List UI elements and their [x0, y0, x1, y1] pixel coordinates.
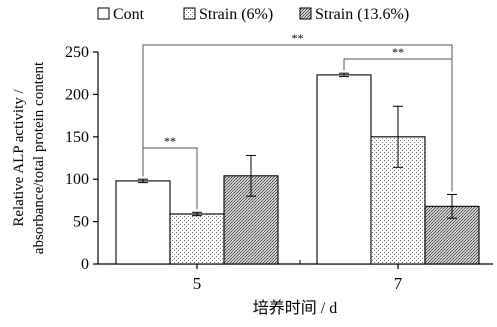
- x-tick-label: 5: [193, 274, 202, 293]
- x-tick-label: 7: [394, 274, 403, 293]
- y-tick-label: 100: [65, 171, 89, 188]
- significance-label: **: [392, 45, 404, 59]
- bar-cont-day7: [316, 74, 372, 265]
- significance-label: **: [164, 134, 176, 148]
- significance-label: **: [292, 31, 304, 45]
- y-tick-label: 50: [73, 214, 89, 231]
- significance-bracket: [343, 58, 453, 192]
- legend-swatch: [97, 7, 110, 20]
- y-tick-label: 0: [81, 256, 89, 273]
- bar-cont-day5: [115, 180, 171, 265]
- x-axis-label: 培养时间 / d: [253, 299, 337, 317]
- legend-swatch: [183, 7, 196, 20]
- bar-strain-6-day5: [169, 213, 225, 265]
- y-tick-label: 150: [65, 129, 89, 146]
- y-axis-label: Relative ALP activity /: [11, 89, 27, 227]
- legend-label: Strain (13.6%): [315, 6, 409, 23]
- significance-bracket: [142, 147, 198, 210]
- legend-swatch: [299, 7, 312, 20]
- y-axis-label: absorbance/total protein content: [31, 61, 47, 254]
- legend-label: Strain (6%): [199, 6, 273, 23]
- y-tick-label: 250: [65, 44, 89, 61]
- y-tick-label: 200: [65, 86, 89, 103]
- legend-label: Cont: [113, 6, 145, 23]
